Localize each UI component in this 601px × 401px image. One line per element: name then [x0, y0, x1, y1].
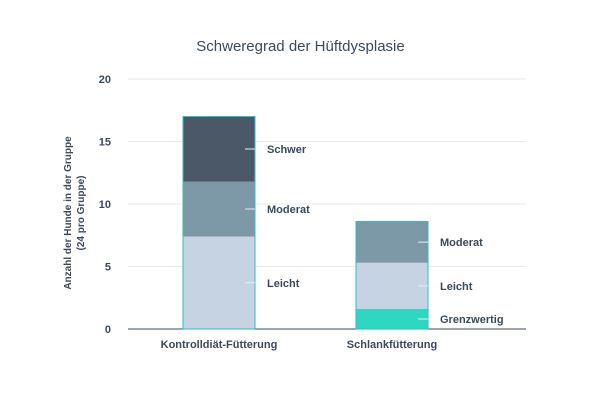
- bar-outline: [355, 221, 429, 330]
- x-category-label: Kontrolldiät-Fütterung: [161, 339, 278, 351]
- segment-labels: Leicht Moderat Schwer Grenzwertig Leicht Mode…: [245, 144, 504, 326]
- x-axis-categories: Kontrolldiät-Fütterung Schlankfütterung: [161, 339, 438, 351]
- bar-outline: [182, 116, 256, 330]
- bar-segment: [183, 116, 255, 182]
- y-axis-label-line1: Anzahl der Hunde in der Gruppe: [63, 136, 74, 290]
- segment-label: Grenzwertig: [440, 314, 504, 326]
- bar-segment: [183, 181, 255, 237]
- bar-segment: [356, 221, 428, 263]
- y-tick-label: 10: [99, 199, 111, 211]
- grid-lines: [128, 78, 526, 330]
- y-tick-label: 5: [105, 262, 111, 274]
- segment-label: Leicht: [440, 281, 473, 293]
- segment-label: Schwer: [267, 144, 307, 156]
- y-axis-ticks: 0 5 10 15 20: [99, 74, 111, 336]
- y-tick-label: 15: [99, 137, 111, 149]
- bar-segment: [356, 262, 428, 309]
- y-tick-label: 20: [99, 74, 111, 86]
- segment-label: Leicht: [267, 278, 300, 290]
- bar-segment: [183, 236, 255, 329]
- segment-label: Moderat: [267, 204, 310, 216]
- bars: [182, 116, 429, 330]
- bar-segment: [356, 309, 428, 329]
- y-tick-label: 0: [105, 324, 111, 336]
- x-category-label: Schlankfütterung: [347, 339, 437, 351]
- segment-label: Moderat: [440, 237, 483, 249]
- chart-title: Schweregrad der Hüftdysplasie: [196, 38, 405, 55]
- y-axis-label-line2: (24 pro Gruppe): [76, 175, 87, 250]
